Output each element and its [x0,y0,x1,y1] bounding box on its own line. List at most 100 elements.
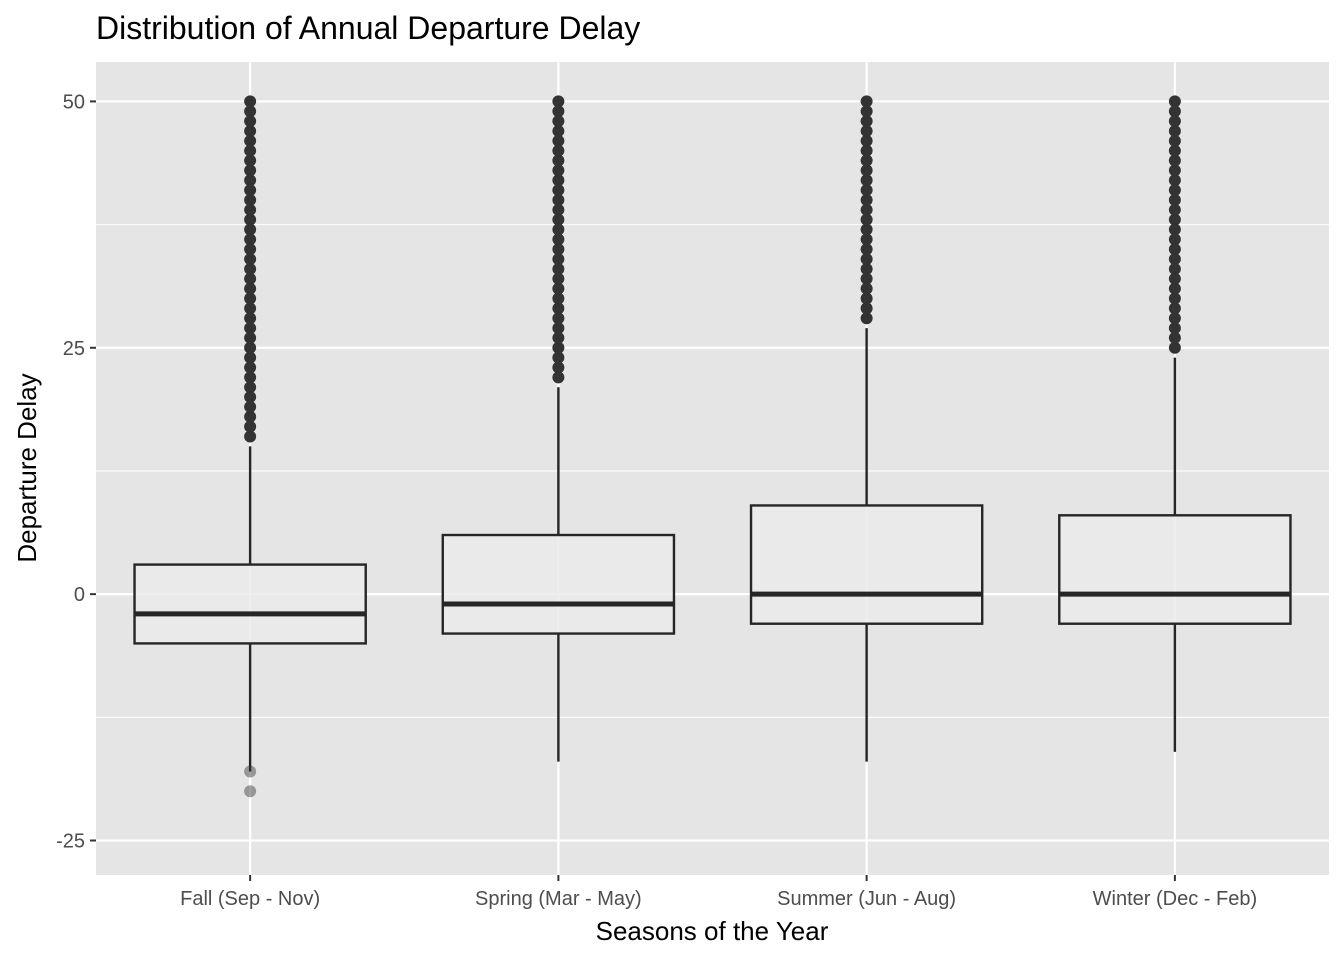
grid-minor [96,224,1329,718]
outlier-point [244,243,257,256]
outlier-point [244,174,257,187]
y-axis-title: Departure Delay [12,373,42,562]
outlier-point [244,381,257,394]
outlier-point [1168,193,1181,206]
box-2 [749,95,984,762]
outlier-point [1168,253,1181,266]
outlier-point [552,272,565,285]
outlier-point [244,391,257,404]
outlier-point [860,115,873,128]
outlier-point [860,203,873,216]
outlier-point [860,144,873,157]
outlier-point [552,105,565,118]
outlier-point [860,233,873,246]
outlier-point [1168,322,1181,335]
outlier-point [552,302,565,315]
outlier-point [860,154,873,167]
y-tick-label: 50 [63,91,85,113]
outlier-point [552,124,565,137]
outlier-point [552,282,565,295]
outlier-point [244,361,257,374]
x-axis-title: Seasons of the Year [596,916,829,946]
plot-panel [96,62,1329,875]
outlier-point [1168,144,1181,157]
outlier-point [1168,213,1181,226]
outlier-point [244,203,257,216]
outlier-point [860,193,873,206]
outlier-point [1168,292,1181,305]
box-iqr [441,533,676,635]
outlier-point [860,312,873,325]
outlier-point [1168,243,1181,256]
outlier-point [1168,174,1181,187]
outlier-point [552,371,565,384]
x-tick-label: Summer (Jun - Aug) [777,888,956,910]
y-axis-ticks: -25 0 25 50 [56,91,96,853]
outlier-point [552,331,565,344]
outlier-point [552,292,565,305]
outlier-point [552,351,565,364]
outlier-point [244,144,257,157]
outlier-point [552,134,565,147]
y-tick-label: -25 [56,831,85,853]
outlier-point [552,174,565,187]
outlier-point [552,223,565,236]
outlier-point [244,262,257,275]
outlier-point [552,233,565,246]
outlier-point [1168,105,1181,118]
outlier-point [552,115,565,128]
outlier-point [552,341,565,354]
outlier-point [552,144,565,157]
outlier-point [244,124,257,137]
outlier-point [244,420,257,433]
outlier-point [244,134,257,147]
box-series [133,95,1292,798]
box-1 [441,95,676,762]
outlier-point [860,243,873,256]
outlier-point [552,243,565,256]
outlier-point [244,765,257,778]
outlier-point [552,95,565,108]
box-3 [1058,95,1292,752]
outlier-point [1168,134,1181,147]
outlier-point [244,312,257,325]
outlier-point [1168,124,1181,137]
outlier-point [552,193,565,206]
outlier-point [552,184,565,197]
outlier-point [1168,203,1181,216]
outlier-point [860,124,873,137]
outlier-point [552,213,565,226]
outlier-point [552,312,565,325]
outlier-point [244,430,257,443]
outlier-point [1168,184,1181,197]
outlier-point [244,184,257,197]
outlier-point [244,272,257,285]
outlier-point [244,253,257,266]
outlier-point [860,134,873,147]
outlier-point [244,400,257,413]
outlier-point [1168,312,1181,325]
outlier-point [244,351,257,364]
outlier-point [244,292,257,305]
outlier-point [860,174,873,187]
box-0 [133,95,367,798]
outlier-point [552,154,565,167]
outlier-point [552,322,565,335]
outlier-point [552,361,565,374]
outlier-point [1168,233,1181,246]
outlier-point [552,203,565,216]
outlier-point [1168,282,1181,295]
outlier-point [552,164,565,177]
outlier-point [860,184,873,197]
outlier-point [860,262,873,275]
outlier-point [1168,164,1181,177]
x-axis-ticks: Fall (Sep - Nov) Spring (Mar - May) Summer… [180,875,1257,910]
outlier-point [1168,302,1181,315]
outlier-point [860,302,873,315]
outlier-point [244,282,257,295]
outlier-point [860,272,873,285]
outlier-point [1168,115,1181,128]
outlier-point [860,95,873,108]
outlier-point [244,322,257,335]
